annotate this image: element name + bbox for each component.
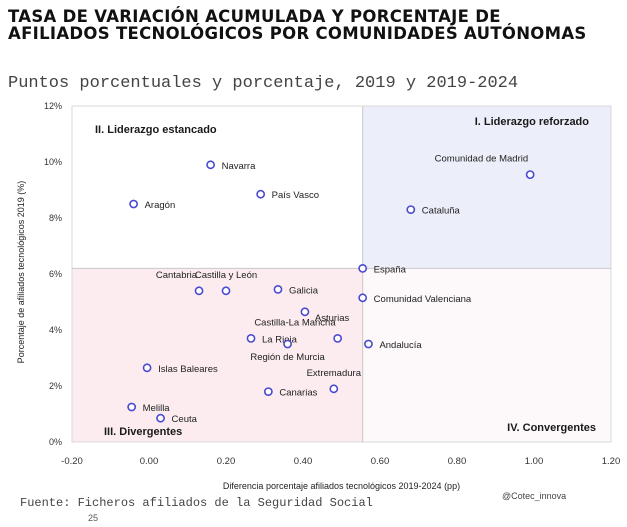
y-tick-label: 12%	[44, 101, 62, 111]
data-point	[333, 333, 343, 343]
quadrant-label: III. Divergentes	[104, 426, 182, 438]
quadrant-label: II. Liderazgo estancado	[95, 124, 217, 136]
data-label: Cantabria	[156, 270, 198, 281]
quadrant-label: I. Liderazgo reforzado	[475, 116, 590, 128]
chart-subtitle: Puntos porcentuales y porcentaje, 2019 y…	[8, 74, 519, 93]
data-point	[263, 387, 273, 396]
data-label: Cataluña	[422, 206, 461, 217]
data-label: Comunidad de Madrid	[435, 154, 528, 165]
data-label: Melilla	[143, 403, 171, 414]
data-label: Andalucía	[379, 340, 422, 351]
data-point	[221, 286, 231, 296]
data-label: Comunidad Valenciana	[374, 294, 472, 305]
data-point	[129, 199, 138, 209]
plot-frame	[71, 105, 612, 443]
data-label: Galicia	[289, 285, 319, 296]
data-point	[358, 263, 368, 273]
data-label: Castilla y León	[195, 270, 257, 281]
y-axis-label: Porcentaje de afiliados tecnológicos 201…	[16, 181, 26, 364]
data-label: La Rioja	[262, 334, 298, 345]
data-point	[194, 286, 204, 296]
data-label: Islas Baleares	[158, 364, 218, 375]
data-label: España	[374, 264, 407, 275]
quadrant-top-left-area	[72, 106, 363, 269]
y-tick-label: 0%	[49, 437, 62, 447]
data-label: Castilla-La Mancha	[254, 317, 336, 328]
quadrant-top-right-area	[362, 106, 611, 269]
quadrant-label: IV. Convergentes	[507, 422, 596, 434]
data-point	[283, 339, 292, 349]
x-tick-label: 1.20	[602, 456, 621, 467]
data-label: Navarra	[222, 161, 257, 172]
quadrant-bottom-left-area	[72, 268, 363, 442]
y-tick-label: 2%	[49, 381, 62, 391]
x-tick-label: 0.40	[294, 456, 313, 467]
data-point	[206, 160, 215, 170]
data-label: País Vasco	[272, 190, 319, 201]
social-handle: @Cotec_innova	[502, 491, 567, 501]
data-label: Extremadura	[307, 368, 362, 379]
data-label: Aragón	[145, 200, 176, 211]
y-tick-label: 8%	[49, 213, 62, 223]
x-axis-label: Diferencia porcentaje afiliados tecnológ…	[223, 481, 460, 491]
data-label: Ceuta	[172, 414, 198, 425]
data-point	[273, 284, 283, 294]
data-point	[256, 189, 266, 199]
data-label: Canarias	[279, 388, 317, 399]
x-tick-label: -0.20	[61, 456, 83, 467]
data-point	[406, 205, 416, 214]
x-tick-label: 0.60	[371, 456, 390, 467]
y-tick-label: 6%	[49, 269, 62, 279]
source-note: Fuente: Ficheros afiliados de la Segurid…	[20, 496, 373, 510]
data-point	[142, 363, 152, 373]
x-tick-label: 1.00	[525, 456, 544, 467]
y-tick-label: 4%	[49, 325, 62, 335]
x-tick-label: 0.20	[217, 456, 236, 467]
chart-title: TASA DE VARIACIÓN ACUMULADA Y PORCENTAJE…	[8, 7, 587, 43]
y-tick-label: 10%	[44, 157, 62, 167]
data-label: Asturias	[315, 313, 350, 324]
x-tick-label: 0.00	[140, 456, 159, 467]
data-point	[364, 339, 373, 349]
x-tick-label: 0.80	[448, 456, 467, 467]
page-number: 25	[88, 513, 99, 523]
quadrant-bottom-right-area	[362, 268, 611, 442]
data-label: Región de Murcia	[250, 352, 325, 363]
data-point	[525, 170, 535, 179]
data-point	[156, 413, 165, 423]
data-point	[358, 293, 368, 303]
data-point	[300, 307, 310, 317]
data-point	[246, 333, 256, 343]
data-point	[329, 384, 339, 394]
data-point	[127, 402, 137, 412]
